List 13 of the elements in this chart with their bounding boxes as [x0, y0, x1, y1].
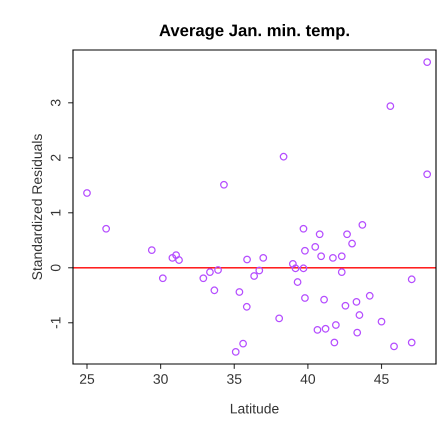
y-tick-label: -1: [50, 317, 60, 328]
x-tick-label: 25: [80, 374, 94, 384]
x-axis-title: Latitude: [230, 403, 279, 414]
y-tick-label: 3: [50, 100, 61, 106]
x-tick-label: 45: [374, 374, 389, 384]
x-tick-label: 30: [153, 374, 168, 384]
x-tick-label: 40: [300, 374, 316, 384]
y-tick-label: 1: [50, 210, 60, 216]
y-tick-label: 0: [50, 264, 61, 272]
x-tick-label: 35: [227, 374, 242, 384]
chart-title: Average Jan. min. temp.: [159, 24, 349, 40]
y-axis-title: Standardized Residuals: [32, 134, 42, 280]
y-tick-label: 2: [50, 154, 60, 161]
